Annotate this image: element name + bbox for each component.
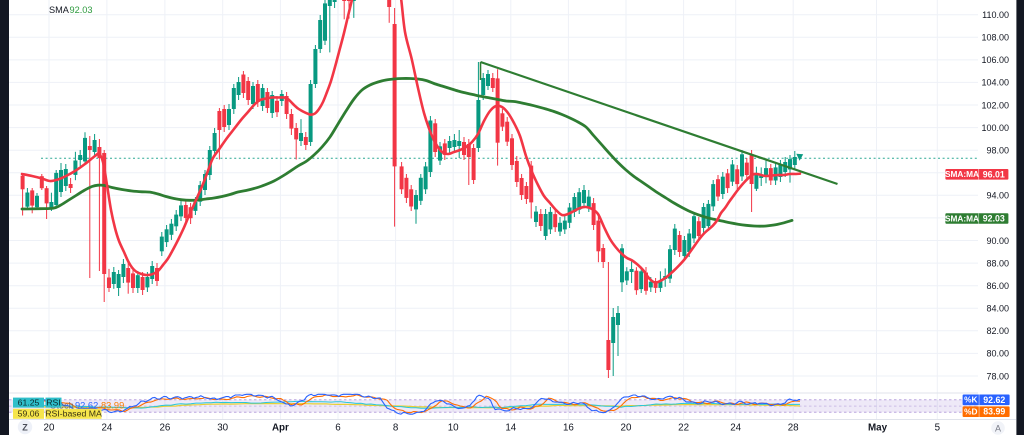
svg-text:Apr: Apr — [272, 423, 289, 434]
svg-text:%D: %D — [964, 407, 977, 417]
svg-text:92.62: 92.62 — [75, 401, 98, 411]
svg-text:SMA:MA: SMA:MA — [945, 213, 979, 223]
svg-text:SMA:MA: SMA:MA — [945, 169, 979, 179]
svg-text:24: 24 — [101, 423, 112, 434]
svg-text:6: 6 — [335, 423, 341, 434]
svg-text:83.99: 83.99 — [983, 407, 1005, 417]
svg-text:110.00: 110.00 — [982, 10, 1009, 20]
svg-text:RSI: RSI — [46, 397, 60, 407]
svg-text:20: 20 — [621, 423, 632, 434]
svg-text:5: 5 — [935, 423, 941, 434]
svg-text:26: 26 — [159, 423, 170, 434]
svg-text:92.03: 92.03 — [983, 214, 1005, 224]
svg-text:A: A — [995, 423, 1001, 433]
svg-text:96.01: 96.01 — [983, 169, 1005, 179]
svg-text:22: 22 — [678, 423, 689, 434]
svg-text:90.00: 90.00 — [986, 236, 1009, 246]
svg-text:84.00: 84.00 — [986, 304, 1009, 314]
svg-text:28: 28 — [788, 423, 799, 434]
svg-text:24: 24 — [730, 423, 741, 434]
svg-text:78.00: 78.00 — [986, 371, 1009, 381]
svg-text:106.00: 106.00 — [981, 55, 1009, 65]
svg-text:92.62: 92.62 — [983, 395, 1005, 405]
svg-text:%K: %K — [964, 395, 977, 405]
svg-text:92.03: 92.03 — [70, 5, 93, 15]
svg-text:86.00: 86.00 — [986, 281, 1009, 291]
svg-text:14: 14 — [505, 423, 516, 434]
svg-text:98.00: 98.00 — [986, 146, 1009, 156]
svg-text:Stoch: Stoch — [50, 401, 74, 411]
svg-text:83.99: 83.99 — [101, 401, 124, 411]
svg-text:61.25: 61.25 — [18, 397, 40, 407]
svg-text:RSI-based MA: RSI-based MA — [45, 409, 102, 419]
svg-text:88.00: 88.00 — [986, 258, 1009, 268]
svg-text:108.00: 108.00 — [981, 33, 1009, 43]
svg-text:30: 30 — [217, 423, 228, 434]
svg-text:16: 16 — [563, 423, 574, 434]
svg-text:20: 20 — [44, 423, 55, 434]
svg-text:8: 8 — [393, 423, 399, 434]
svg-text:102.00: 102.00 — [981, 100, 1009, 110]
svg-text:Z: Z — [22, 422, 28, 432]
svg-text:80.00: 80.00 — [986, 349, 1009, 359]
svg-text:SMA: SMA — [49, 5, 70, 15]
svg-text:104.00: 104.00 — [981, 78, 1009, 88]
svg-text:May: May — [868, 423, 888, 434]
svg-text:94.00: 94.00 — [986, 191, 1009, 201]
svg-text:59.06: 59.06 — [18, 409, 40, 419]
svg-text:82.00: 82.00 — [986, 326, 1009, 336]
svg-text:10: 10 — [448, 423, 459, 434]
svg-text:100.00: 100.00 — [981, 123, 1009, 133]
